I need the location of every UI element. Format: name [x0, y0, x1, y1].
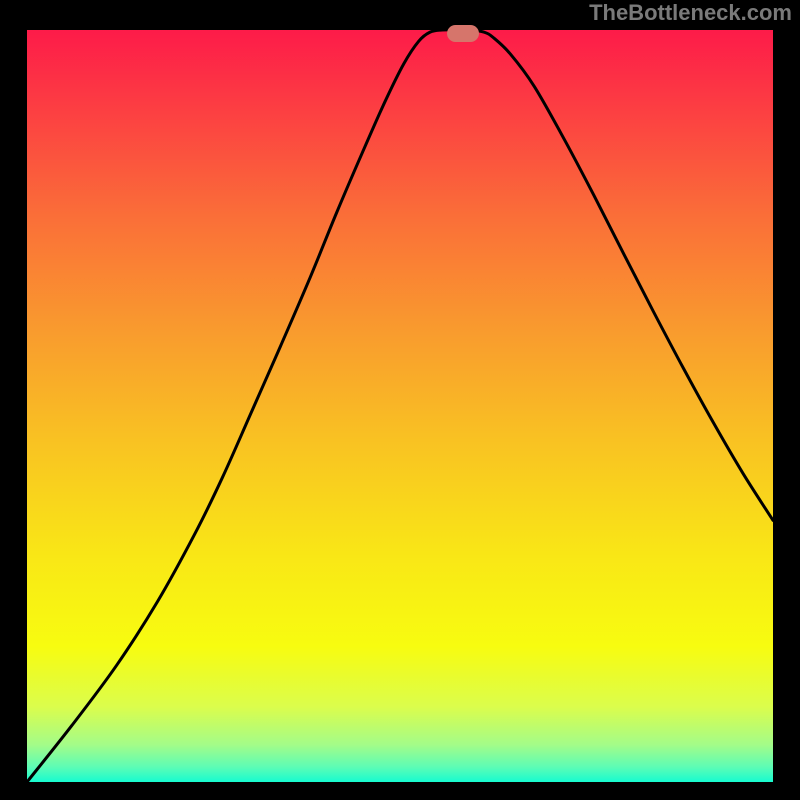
gradient-background: [27, 30, 773, 782]
optimal-marker: [447, 25, 479, 42]
plot-area: [27, 30, 773, 782]
chart-frame: TheBottleneck.com: [0, 0, 800, 800]
watermark-text: TheBottleneck.com: [589, 0, 792, 26]
